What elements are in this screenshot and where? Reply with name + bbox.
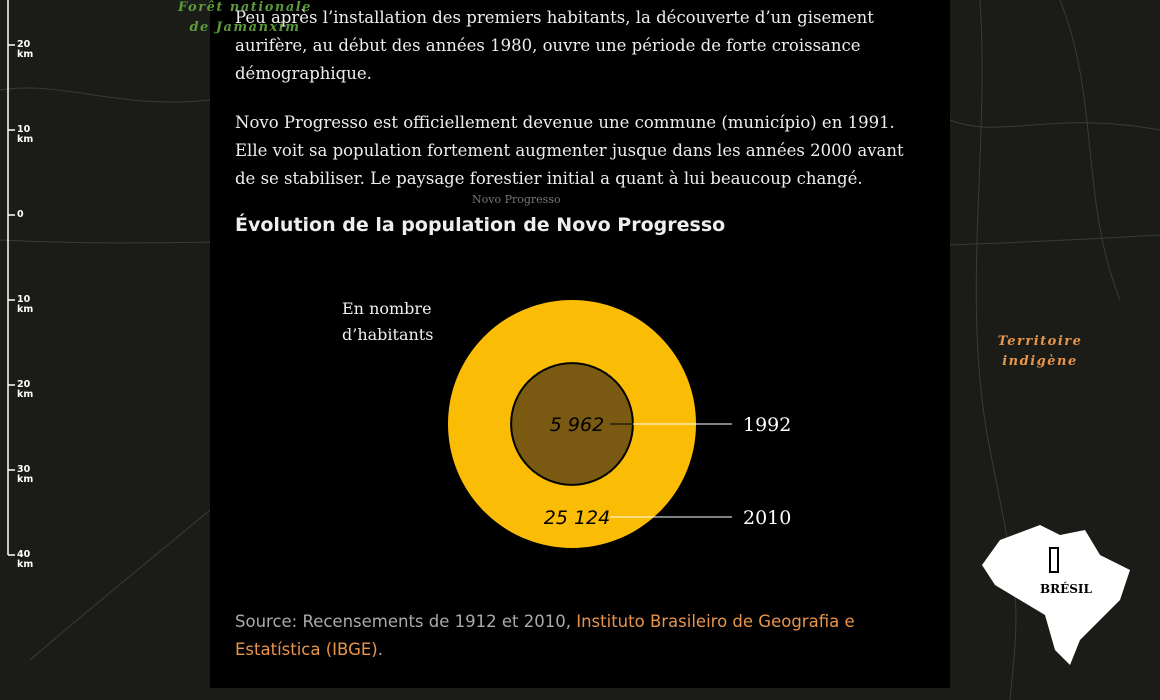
country-label: BRÉSIL (1040, 582, 1092, 596)
territory-label: Territoire indigène (985, 332, 1095, 372)
year-label: 1992 (743, 414, 791, 436)
scale-label: 30 km (17, 465, 33, 485)
year-label: 2010 (743, 507, 791, 529)
scale-value: 0 (17, 209, 24, 220)
scale-label: 20 km (17, 40, 33, 60)
scale-unit: km (17, 559, 34, 570)
forest-label-line: de Jamanxim (189, 20, 301, 35)
value-label: 5 962 (550, 414, 604, 436)
territory-label-line: indigène (1002, 354, 1078, 369)
source-text: . (377, 640, 383, 659)
chart-subtitle: En nombre d’habitants (342, 299, 434, 344)
source: Source: Recensements de 1912 et 2010, In… (235, 608, 925, 664)
scale-unit: km (17, 134, 34, 145)
forest-label-line: Forêt nationale (178, 0, 312, 15)
scale-label: 10 km (17, 125, 33, 145)
scale-value: 40 (17, 549, 31, 560)
forest-label: Forêt nationale de Jamanxim (160, 0, 330, 38)
scale-unit: km (17, 49, 34, 60)
value-label: 25 124 (544, 507, 610, 529)
source-link[interactable]: Instituto Brasileiro de Geografia e Esta… (235, 612, 855, 659)
territory-label-line: Territoire (997, 334, 1083, 349)
scale-label: 0 (17, 210, 24, 220)
town-label: Novo Progresso (472, 193, 561, 206)
scale-label: 20 km (17, 380, 33, 400)
scale-label: 10 km (17, 295, 33, 315)
scale-unit: km (17, 304, 34, 315)
scale-value: 10 (17, 124, 31, 135)
scale-label: 40 km (17, 550, 33, 570)
scale-value: 30 (17, 464, 31, 475)
chart-title: Évolution de la population de Novo Progr… (235, 214, 726, 236)
scale-value: 10 (17, 294, 31, 305)
scale-value: 20 (17, 39, 31, 50)
source-text: Source: Recensements de 1912 et 2010, (235, 612, 577, 631)
paragraph: Novo Progresso est officiellement devenu… (235, 113, 904, 188)
scale-unit: km (17, 474, 34, 485)
scale-unit: km (17, 389, 34, 400)
paragraph: Peu après l’installation des premiers ha… (235, 8, 874, 83)
scale-value: 20 (17, 379, 31, 390)
